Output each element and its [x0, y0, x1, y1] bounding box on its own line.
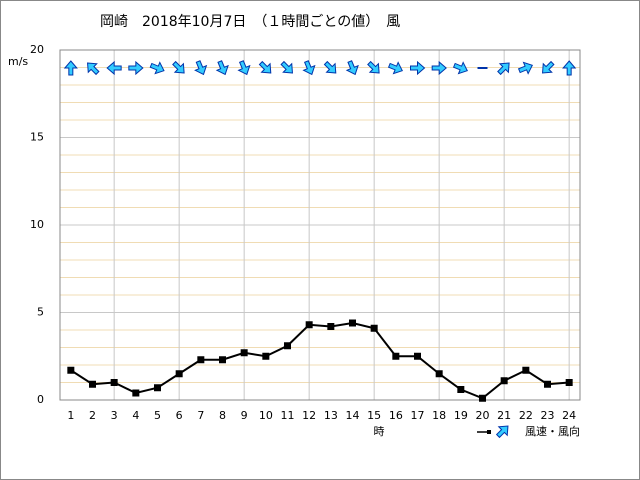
- x-tick-label: 12: [302, 409, 316, 422]
- point: [89, 380, 96, 388]
- x-tick-label: 14: [346, 409, 360, 422]
- point: [284, 342, 291, 350]
- wind-arrow: [237, 60, 251, 76]
- wind-arrow: [172, 60, 185, 74]
- point: [500, 377, 508, 385]
- point: [305, 321, 313, 329]
- x-tick-label: 21: [497, 409, 511, 422]
- point: [67, 366, 75, 374]
- wind-arrow: [517, 61, 534, 75]
- point: [110, 379, 118, 386]
- x-axis-label: 時: [374, 425, 385, 438]
- wind-arrow: [542, 60, 555, 74]
- chart-title: 岡崎 2018年10月7日 （１時間ごとの値） 風: [100, 14, 400, 30]
- wind-arrow: [258, 60, 272, 74]
- x-tick-label: 24: [562, 409, 576, 422]
- x-tick-label: 17: [411, 409, 425, 422]
- x-tick-label: 10: [259, 409, 273, 422]
- y-tick-label: 15: [30, 131, 44, 144]
- point: [457, 386, 465, 393]
- x-tick-label: 22: [519, 409, 533, 422]
- point: [132, 389, 140, 397]
- point: [175, 370, 183, 378]
- y-tick-label: 0: [37, 393, 44, 406]
- point: [240, 349, 248, 357]
- point: [327, 323, 335, 330]
- x-tick-label: 13: [324, 409, 338, 422]
- y-tick-label: 20: [30, 43, 44, 56]
- x-tick-label: 9: [241, 409, 248, 422]
- x-tick-label: 6: [176, 409, 183, 422]
- wind-arrow: [431, 60, 447, 76]
- x-tick-label: 20: [476, 409, 490, 422]
- y-axis-label: m/s: [8, 55, 28, 68]
- point: [262, 352, 270, 360]
- point: [370, 324, 378, 332]
- wind-arrow: [128, 60, 144, 76]
- wind-arrow: [302, 60, 316, 76]
- wind-arrow: [345, 60, 359, 76]
- wind-arrow: [194, 60, 208, 76]
- point: [479, 394, 486, 402]
- point: [544, 380, 551, 388]
- x-tick-label: 3: [111, 409, 118, 422]
- x-tick-label: 23: [541, 409, 555, 422]
- point: [392, 352, 400, 360]
- x-tick-label: 1: [67, 409, 74, 422]
- x-tick-label: 11: [281, 409, 295, 422]
- wind-arrow: [410, 60, 426, 76]
- plot-frame: [59, 49, 581, 401]
- wind-arrow: [367, 60, 380, 74]
- legend-marker: [487, 430, 491, 434]
- wind-arrow: [106, 60, 122, 76]
- wind-arrow: [452, 61, 469, 75]
- wind-arrow: [387, 61, 404, 75]
- point: [414, 352, 421, 360]
- wind-arrow: [63, 60, 78, 76]
- legend-label: 風速・風向: [525, 424, 580, 438]
- point: [349, 319, 356, 327]
- x-tick-label: 8: [219, 409, 226, 422]
- x-tick-label: 15: [367, 409, 381, 422]
- y-tick-label: 5: [37, 306, 44, 319]
- x-tick-label: 2: [89, 409, 96, 422]
- point: [197, 356, 205, 364]
- x-tick-label: 7: [197, 409, 204, 422]
- line: [70, 321, 570, 400]
- x-tick-label: 18: [432, 409, 446, 422]
- wind-arrow: [149, 61, 165, 75]
- wind-arrow: [280, 60, 293, 74]
- x-tick-label: 16: [389, 409, 403, 422]
- y-tick-label: 10: [30, 218, 44, 231]
- point: [435, 370, 443, 378]
- x-tick-label: 4: [132, 409, 139, 422]
- point: [154, 384, 161, 392]
- point: [522, 366, 530, 374]
- point: [565, 379, 573, 386]
- wind-arrow: [497, 62, 510, 76]
- x-tick-label: 19: [454, 409, 468, 422]
- wind-arrow: [215, 60, 229, 76]
- wind-arrow: [323, 60, 337, 74]
- wind-arrow: [562, 60, 577, 76]
- x-tick-label: 5: [154, 409, 161, 422]
- wind-arrow: [87, 62, 100, 76]
- legend-arrow: [495, 425, 509, 439]
- point: [219, 356, 226, 364]
